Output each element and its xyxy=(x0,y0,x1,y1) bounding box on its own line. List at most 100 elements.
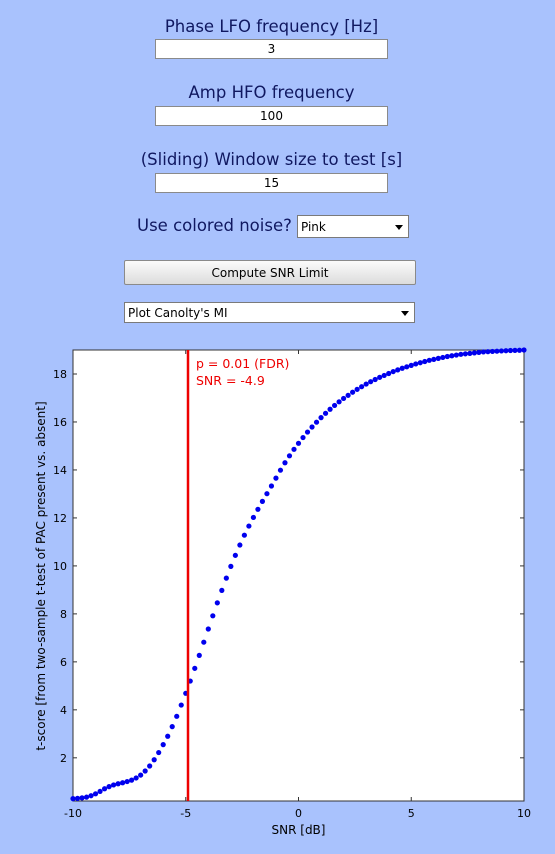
data-point xyxy=(440,354,446,361)
data-point xyxy=(417,360,423,366)
data-point xyxy=(178,702,184,708)
phase-lfo-input[interactable] xyxy=(155,39,388,59)
y-axis-label: t-score [from two-sample t-test of PAC p… xyxy=(34,401,48,750)
data-point xyxy=(120,780,126,786)
data-point xyxy=(241,532,247,538)
amp-hfo-label: Amp HFO frequency xyxy=(188,83,355,102)
chevron-down-icon xyxy=(401,310,409,316)
data-point xyxy=(327,406,333,412)
data-point xyxy=(322,410,329,416)
data-point xyxy=(516,347,523,353)
y-tick-label: 16 xyxy=(53,416,67,429)
data-point xyxy=(313,419,320,425)
data-point xyxy=(435,355,441,361)
y-tick-label: 2 xyxy=(60,752,67,765)
data-point xyxy=(485,349,491,355)
y-tick-label: 12 xyxy=(53,512,67,525)
data-point xyxy=(336,399,342,405)
data-point xyxy=(404,364,410,370)
data-point xyxy=(101,786,108,792)
data-point xyxy=(196,652,202,658)
data-point xyxy=(246,523,252,529)
data-point xyxy=(489,348,496,355)
window-size-label: (Sliding) Window size to test [s] xyxy=(140,150,403,169)
data-point xyxy=(210,613,216,619)
data-point xyxy=(259,498,266,504)
data-point xyxy=(503,348,509,354)
data-point xyxy=(156,749,162,756)
data-point xyxy=(449,353,455,359)
data-point xyxy=(300,434,306,441)
data-point xyxy=(268,483,275,489)
data-point xyxy=(408,362,414,368)
data-point xyxy=(205,626,211,632)
data-point xyxy=(97,788,103,795)
data-point xyxy=(395,367,401,373)
data-point xyxy=(169,724,175,730)
annotation-p-value: p = 0.01 (FDR) xyxy=(196,356,289,371)
data-point xyxy=(83,794,90,800)
data-point xyxy=(282,460,288,466)
data-point xyxy=(277,467,284,473)
data-point xyxy=(363,381,369,387)
y-tick-label: 14 xyxy=(53,464,67,477)
data-point xyxy=(331,402,338,409)
data-point xyxy=(250,514,256,521)
data-point xyxy=(471,350,477,356)
chevron-down-icon xyxy=(395,224,403,230)
data-point xyxy=(381,372,387,379)
data-point xyxy=(223,575,229,581)
colored-noise-label: Use colored noise? xyxy=(137,216,292,235)
window-size-input[interactable] xyxy=(155,173,388,193)
data-point xyxy=(70,796,76,802)
data-point xyxy=(368,379,374,385)
data-point xyxy=(133,775,139,781)
data-point xyxy=(309,424,315,430)
data-point xyxy=(341,395,347,402)
data-point xyxy=(92,791,99,797)
data-point xyxy=(295,440,302,446)
y-tick-label: 4 xyxy=(60,704,67,717)
data-point xyxy=(237,542,243,548)
data-point xyxy=(106,784,112,790)
data-point xyxy=(192,665,198,671)
data-point xyxy=(444,353,450,360)
data-point xyxy=(79,795,85,801)
y-tick-label: 6 xyxy=(60,656,67,669)
data-point xyxy=(422,358,428,365)
data-point xyxy=(453,352,459,358)
data-point xyxy=(255,506,261,512)
x-axis-label: SNR [dB] xyxy=(272,823,326,837)
data-point xyxy=(318,415,324,421)
data-point xyxy=(147,763,153,769)
y-tick-label: 10 xyxy=(53,560,67,573)
data-point xyxy=(110,782,117,788)
data-point xyxy=(228,563,234,569)
data-point xyxy=(115,781,121,787)
plot-area xyxy=(72,349,525,802)
data-point xyxy=(151,757,157,763)
y-tick-label: 18 xyxy=(53,368,67,381)
data-point xyxy=(232,552,238,558)
data-point xyxy=(386,370,392,377)
amp-hfo-input[interactable] xyxy=(155,106,388,126)
data-point xyxy=(426,357,432,363)
data-point xyxy=(390,368,396,375)
data-point xyxy=(291,446,297,452)
snr-chart: -10 -5 0 5 10 2 4 6 8 10 12 14 16 18 p = 0.01 (FDR) S… xyxy=(34,347,531,837)
data-point xyxy=(264,491,270,497)
plot-type-select[interactable]: Plot Canolty's MI xyxy=(124,302,415,323)
noise-type-select[interactable]: Pink xyxy=(297,215,409,238)
data-point xyxy=(174,713,180,719)
data-point xyxy=(512,347,518,353)
data-point xyxy=(88,793,94,799)
data-point xyxy=(345,392,351,398)
data-point xyxy=(521,347,527,353)
compute-snr-button[interactable]: Compute SNR Limit xyxy=(124,260,416,285)
data-point xyxy=(138,772,144,778)
phase-lfo-label: Phase LFO frequency [Hz] xyxy=(164,17,379,36)
data-point xyxy=(399,365,405,371)
data-point xyxy=(372,376,378,383)
data-point xyxy=(498,348,505,354)
noise-type-value: Pink xyxy=(301,219,326,234)
